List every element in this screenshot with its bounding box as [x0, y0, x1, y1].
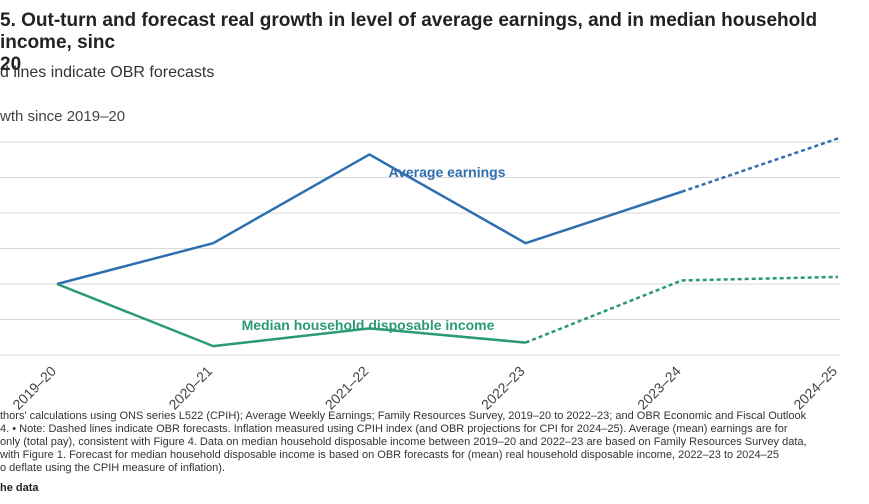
get-data-link[interactable]: he data: [0, 482, 39, 494]
series-line-forecast: [525, 275, 839, 344]
line-chart: 2019–20 2020–21 2021–22 2022–23 2023–24 2024–…: [0, 137, 840, 410]
x-tick-label: 2019–20: [9, 363, 59, 410]
chart-subtitle: d lines indicate OBR forecasts: [0, 64, 215, 81]
series-line-outturn: [56, 153, 683, 286]
x-tick-label: 2022–23: [478, 363, 528, 410]
y-axis-label: wth since 2019–20: [0, 108, 126, 125]
chart-title: 5. Out-turn and forecast real growth in …: [0, 10, 818, 75]
series-label: Average earnings: [389, 164, 506, 180]
series-label: Median household disposable income: [242, 317, 495, 333]
x-tick-label: 2020–21: [165, 363, 215, 410]
x-tick-label: 2021–22: [322, 363, 372, 410]
chart-notes: thors' calculations using ONS series L52…: [0, 410, 807, 474]
series-line-forecast: [681, 137, 839, 193]
x-tick-label: 2023–24: [634, 363, 684, 410]
x-tick-label: 2024–25: [790, 363, 840, 410]
series-line-outturn: [56, 282, 526, 348]
